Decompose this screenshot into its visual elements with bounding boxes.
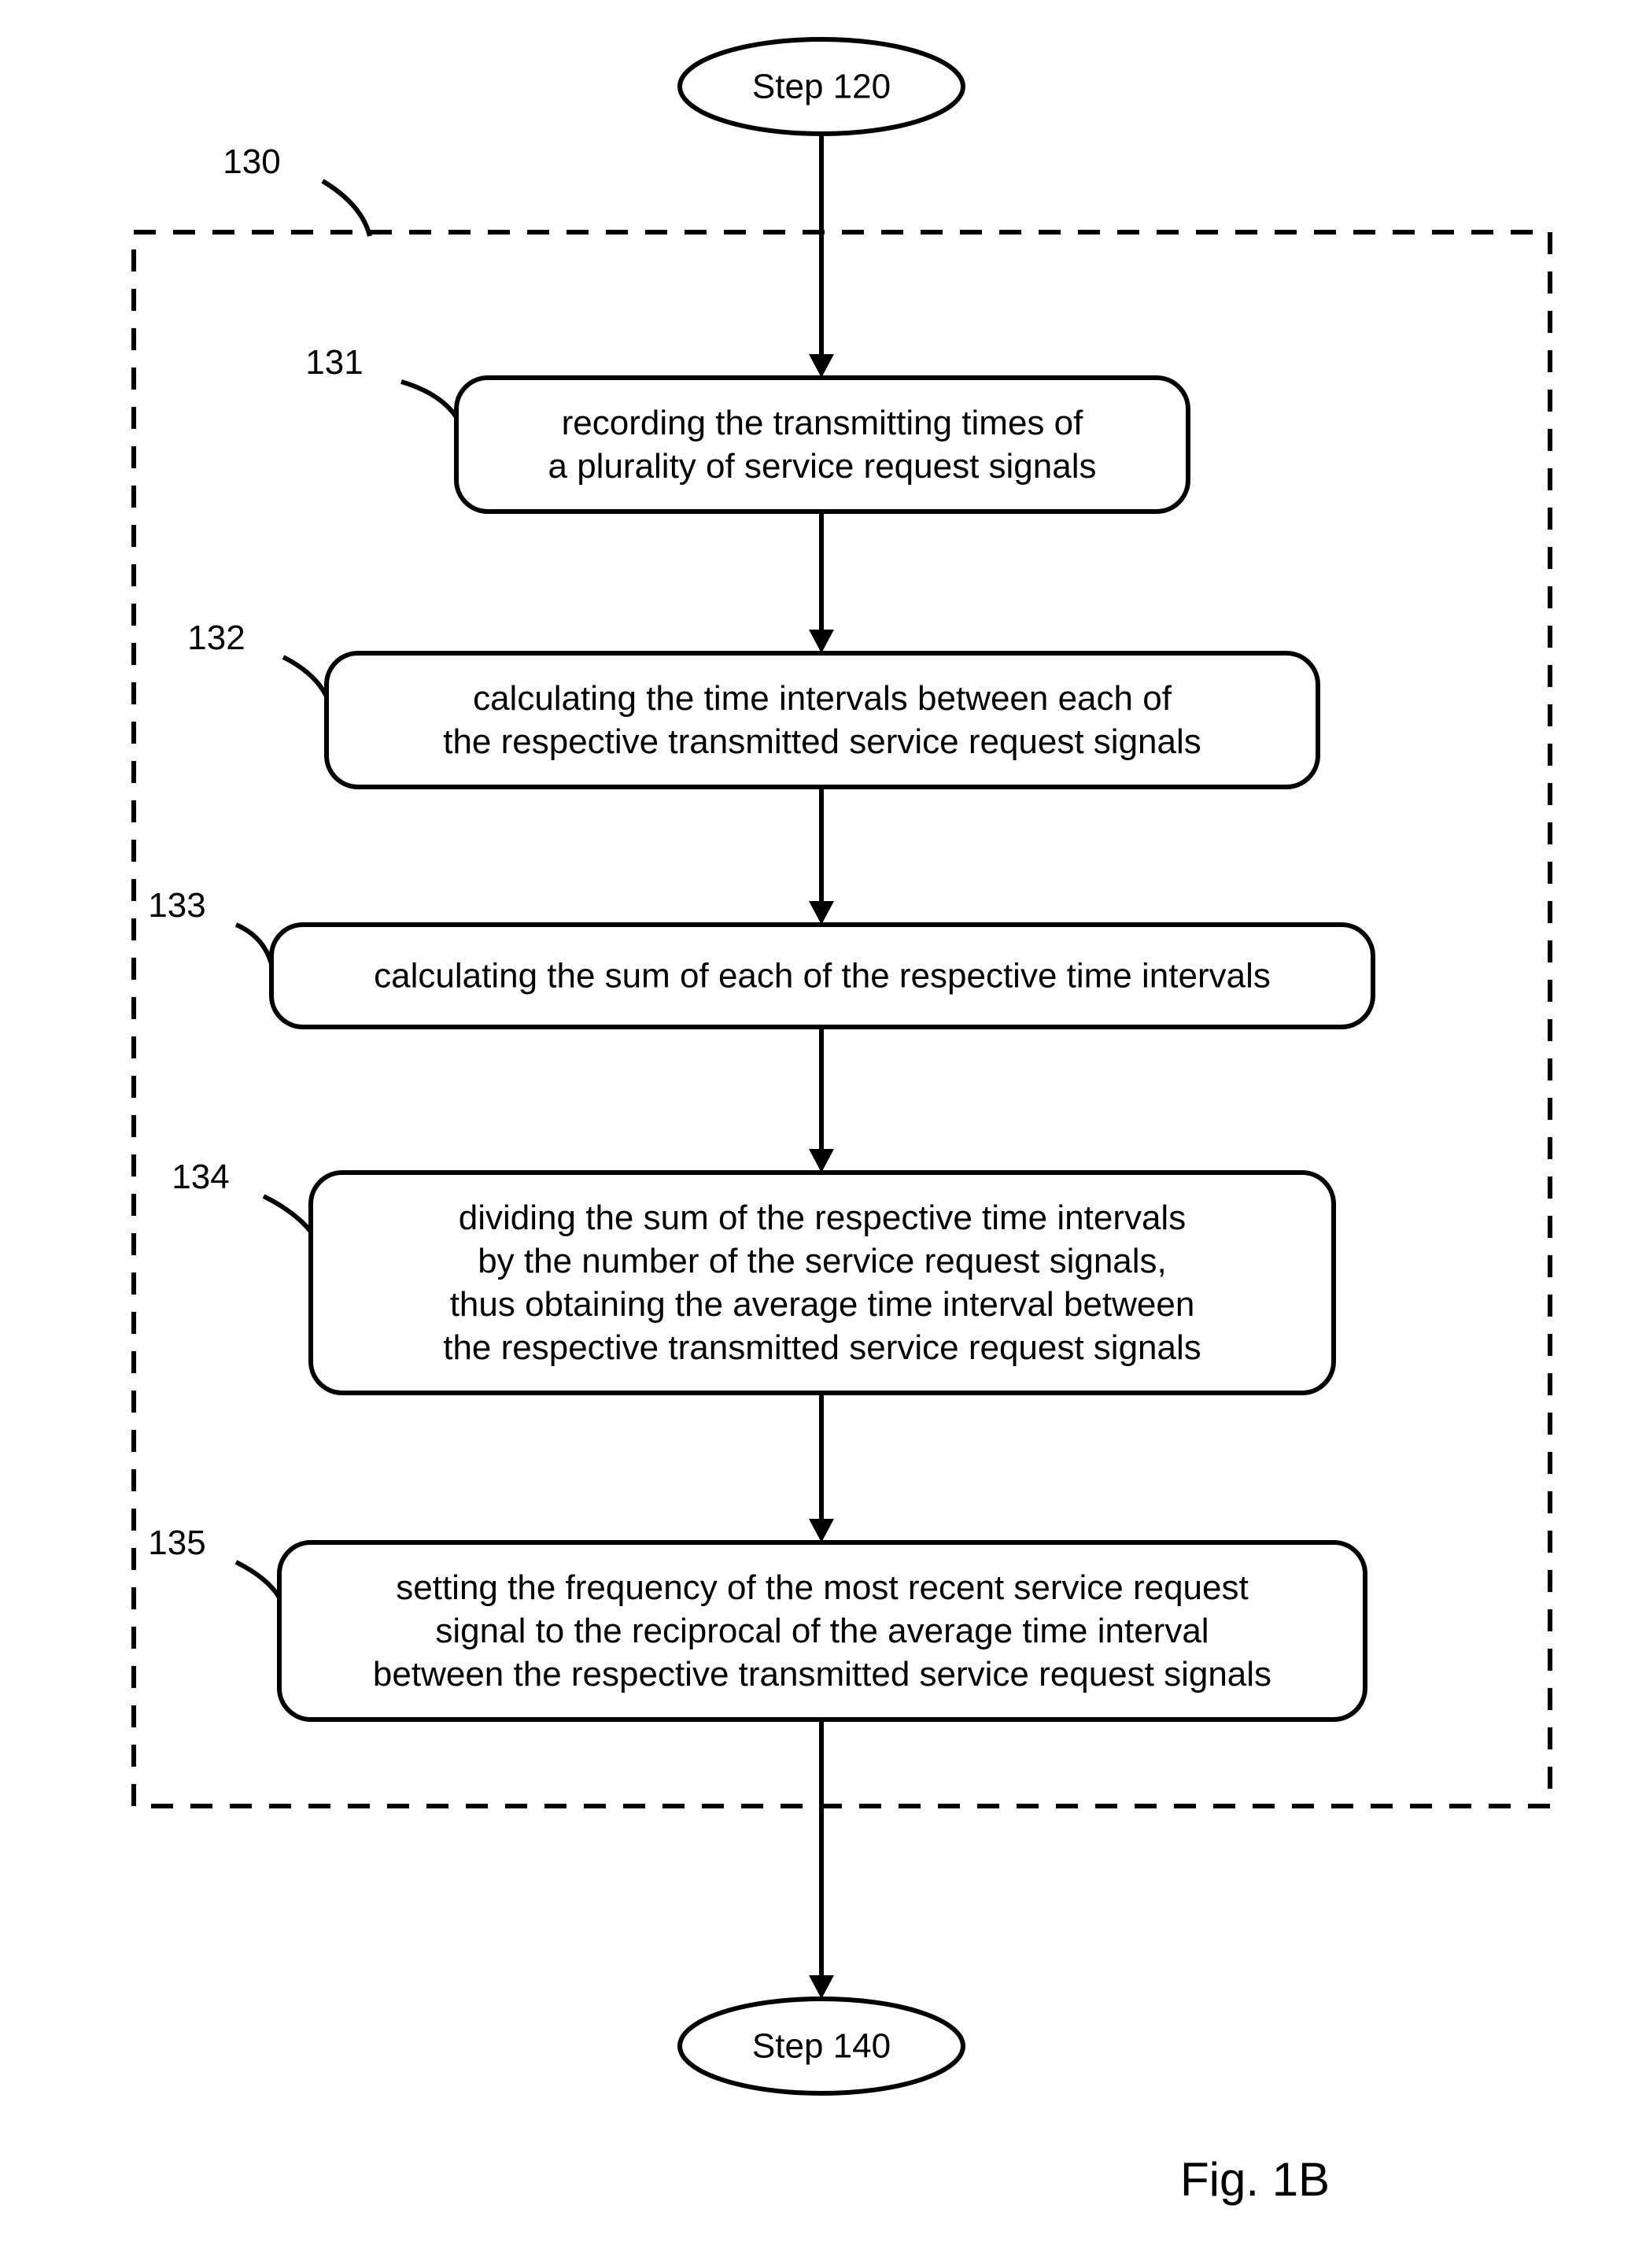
process-node-text: the respective transmitted service reque… bbox=[443, 1328, 1201, 1367]
process-node-ref-133: 133 bbox=[148, 886, 205, 925]
process-node-135: setting the frequency of the most recent… bbox=[148, 1524, 1365, 1719]
figure-caption: Fig. 1B bbox=[1180, 2153, 1330, 2206]
process-node-text: the respective transmitted service reque… bbox=[443, 722, 1201, 761]
process-node-text: signal to the reciprocal of the average … bbox=[435, 1612, 1209, 1650]
process-node-text: recording the transmitting times of bbox=[562, 404, 1084, 442]
terminal-end-label: Step 140 bbox=[752, 2027, 891, 2066]
process-node-text: by the number of the service request sig… bbox=[478, 1242, 1167, 1280]
terminal-start: Step 120 bbox=[680, 39, 963, 134]
process-node-text: calculating the sum of each of the respe… bbox=[374, 957, 1271, 995]
process-node-ref-132: 132 bbox=[187, 619, 245, 657]
process-node-ref-131: 131 bbox=[305, 343, 363, 382]
terminal-start-label: Step 120 bbox=[752, 68, 891, 106]
process-node-ref-134: 134 bbox=[172, 1158, 229, 1196]
process-node-text: setting the frequency of the most recent… bbox=[396, 1568, 1248, 1607]
dashed-container-label: 130 bbox=[223, 142, 280, 181]
process-node-text: thus obtaining the average time interval… bbox=[450, 1285, 1195, 1324]
process-node-ref-135: 135 bbox=[148, 1524, 205, 1562]
process-node-text: between the respective transmitted servi… bbox=[373, 1655, 1271, 1694]
process-node-text: dividing the sum of the respective time … bbox=[459, 1199, 1186, 1237]
process-node-134: dividing the sum of the respective time … bbox=[172, 1158, 1334, 1393]
process-node-text: a plurality of service request signals bbox=[548, 447, 1097, 486]
flowchart-figure: 130 Step 120 Step 140 recording the transmi… bbox=[0, 0, 1646, 2268]
terminal-end: Step 140 bbox=[680, 1999, 963, 2093]
process-node-text: calculating the time intervals between e… bbox=[473, 679, 1172, 718]
